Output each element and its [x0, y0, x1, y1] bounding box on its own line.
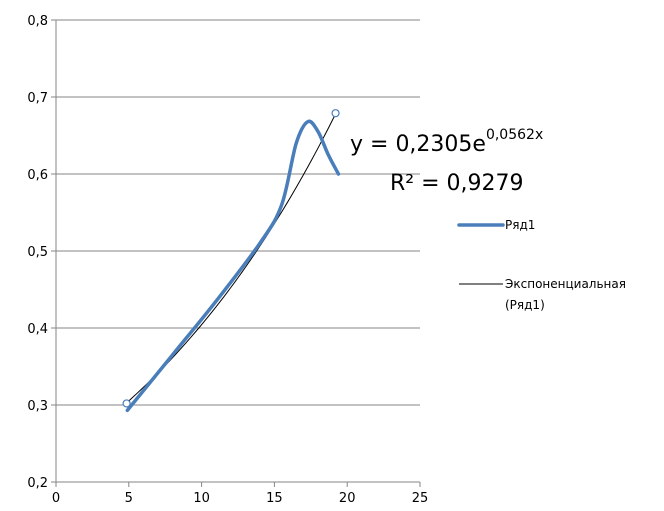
- x-tick-label: 20: [339, 491, 356, 506]
- trend-equation-base: y = 0,2305e: [350, 132, 486, 157]
- legend-label-trendline-line1: Экспоненциальная: [505, 277, 626, 291]
- x-tick-label: 15: [266, 491, 283, 506]
- y-tick-label: 0,4: [27, 322, 48, 337]
- r-squared-label: R² = 0,9279: [390, 171, 524, 196]
- x-tick-labels: 0 5 10 15 20 25: [52, 482, 428, 506]
- x-tick-label: 0: [52, 491, 60, 506]
- data-point-marker: [331, 109, 340, 118]
- y-tick-label: 0,6: [27, 168, 48, 183]
- trendline: [126, 113, 336, 404]
- series-group: [125, 119, 341, 413]
- trend-equation-exponent: 0,0562x: [486, 127, 543, 143]
- legend-label-series1: Ряд1: [505, 218, 535, 232]
- x-tick-label: 5: [125, 491, 133, 506]
- y-tick-label: 0,5: [27, 245, 48, 260]
- data-point-marker: [122, 399, 131, 408]
- series-line: [125, 119, 341, 413]
- y-tick-labels: 0,2 0,3 0,4 0,5 0,6 0,7 0,8: [27, 14, 56, 491]
- marker-group: [122, 109, 340, 408]
- trend-equation: y = 0,2305e0,0562x: [350, 127, 543, 157]
- gridlines: [56, 19, 420, 406]
- y-tick-label: 0,8: [27, 14, 48, 29]
- y-tick-label: 0,7: [27, 91, 48, 106]
- x-tick-label: 10: [193, 491, 210, 506]
- y-tick-label: 0,3: [27, 399, 48, 414]
- x-tick-label: 25: [412, 491, 429, 506]
- y-tick-label: 0,2: [27, 476, 48, 491]
- legend: Ряд1 Экспоненциальная (Ряд1): [457, 218, 626, 312]
- trendline-group: [126, 113, 336, 404]
- legend-label-trendline-line2: (Ряд1): [505, 298, 545, 312]
